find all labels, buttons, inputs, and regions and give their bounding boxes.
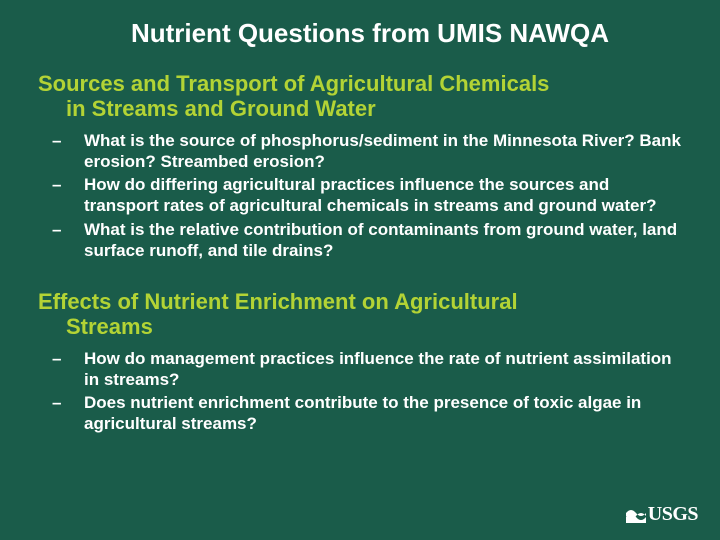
bullet-list-2: How do management practices influence th… xyxy=(38,348,682,435)
list-item: What is the source of phosphorus/sedimen… xyxy=(38,130,682,173)
section-heading-2-line2: Streams xyxy=(38,314,682,339)
section-heading-1: Sources and Transport of Agricultural Ch… xyxy=(38,71,682,122)
section-heading-1-line2: in Streams and Ground Water xyxy=(38,96,682,121)
usgs-wave-icon xyxy=(626,507,646,523)
list-item: How do management practices influence th… xyxy=(38,348,682,391)
slide-title: Nutrient Questions from UMIS NAWQA xyxy=(38,18,682,49)
usgs-logo: USGS xyxy=(626,503,698,526)
bullet-list-1: What is the source of phosphorus/sedimen… xyxy=(38,130,682,262)
section-heading-2-line1: Effects of Nutrient Enrichment on Agricu… xyxy=(38,289,518,314)
list-item: Does nutrient enrichment contribute to t… xyxy=(38,392,682,435)
section-heading-2: Effects of Nutrient Enrichment on Agricu… xyxy=(38,289,682,340)
section-heading-1-line1: Sources and Transport of Agricultural Ch… xyxy=(38,71,549,96)
slide-content: Nutrient Questions from UMIS NAWQA Sourc… xyxy=(0,0,720,435)
list-item: What is the relative contribution of con… xyxy=(38,219,682,262)
usgs-logo-text: USGS xyxy=(648,503,698,526)
list-item: How do differing agricultural practices … xyxy=(38,174,682,217)
